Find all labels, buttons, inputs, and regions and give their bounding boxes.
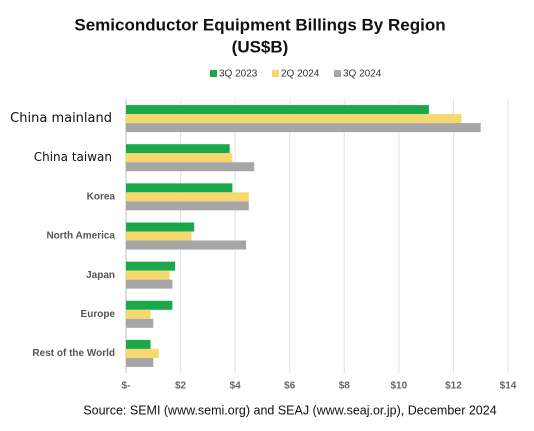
bar (126, 114, 462, 124)
legend-swatch (272, 70, 279, 77)
bar (126, 144, 230, 154)
x-tick-label: $- (122, 381, 131, 392)
bar (126, 300, 173, 310)
bar (126, 105, 429, 115)
bar (126, 339, 151, 349)
bar (126, 183, 233, 193)
x-tick-label: $2 (175, 381, 187, 392)
bar (126, 309, 151, 319)
y-tick-label: China mainland (10, 111, 112, 126)
bar (126, 318, 154, 328)
bar (126, 162, 255, 172)
bar (126, 348, 159, 358)
x-tick-label: $6 (284, 381, 296, 392)
bar (126, 153, 233, 163)
legend-swatch (210, 70, 217, 77)
x-tick-label: $4 (230, 381, 242, 392)
x-tick-label: $8 (339, 381, 351, 392)
x-tick-label: $12 (445, 381, 462, 392)
legend-label: 3Q 2024 (343, 69, 382, 80)
y-tick-label: Europe (81, 309, 116, 320)
source-note: Source: SEMI (www.semi.org) and SEAJ (ww… (83, 403, 496, 417)
y-tick-label: China taiwan (34, 150, 112, 164)
bar (126, 222, 195, 232)
legend-label: 2Q 2024 (281, 69, 320, 80)
legend-swatch (334, 70, 341, 77)
chart-subtitle: (US$B) (232, 37, 289, 56)
bar (126, 270, 170, 280)
bar (126, 231, 192, 241)
bar (126, 192, 249, 202)
bar (126, 357, 154, 367)
y-tick-label: Japan (86, 270, 115, 281)
chart-title: Semiconductor Equipment Billings By Regi… (74, 15, 445, 34)
y-tick-label: Korea (87, 191, 116, 202)
bar (126, 261, 176, 271)
y-tick-label: Rest of the World (32, 348, 115, 359)
bar (126, 201, 249, 211)
bar (126, 279, 173, 289)
y-tick-label: North America (46, 231, 115, 242)
x-tick-label: $10 (391, 381, 408, 392)
bar (126, 240, 247, 250)
legend-label: 3Q 2023 (219, 69, 258, 80)
bar (126, 123, 481, 133)
x-tick-label: $14 (500, 381, 517, 392)
